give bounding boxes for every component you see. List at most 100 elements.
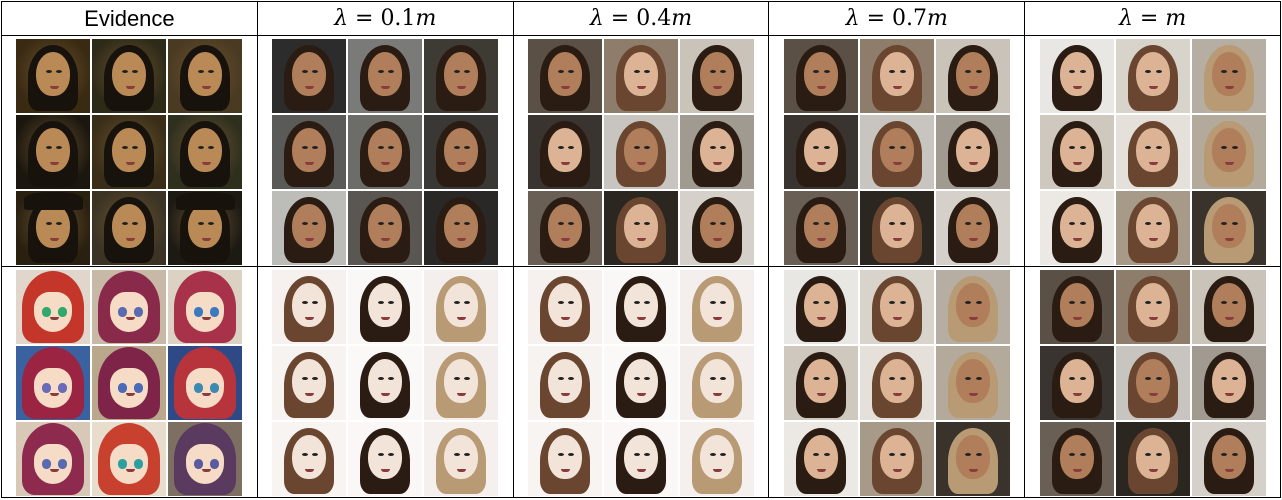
left-eye [301,301,308,305]
left-eye [453,301,460,305]
cell-generated-m-anime [1024,266,1281,498]
image-grid [769,39,1024,265]
right-eye [1231,146,1238,150]
right-eye [719,146,726,150]
face-shape [188,204,223,249]
face-shape [699,52,734,97]
lambda-variable: m [671,6,693,31]
mouth [893,238,903,242]
right-eye [975,301,982,305]
face-shape [879,435,914,480]
face-shape [1211,128,1246,173]
left-eye [197,146,204,150]
left-eye [453,222,460,226]
face-shape [955,283,990,328]
face-thumbnail [92,422,167,496]
left-eye [301,70,308,74]
right-eye [1231,222,1238,226]
cell-generated-0-7m-anime [768,266,1026,498]
face-thumbnail [16,422,91,496]
face-shape [547,52,582,97]
left-eye [889,377,896,381]
face-shape [444,283,479,328]
face-thumbnail [1191,39,1266,113]
face-thumbnail [859,422,934,496]
left-eye [813,70,820,74]
left-eye [1069,453,1076,457]
mouth [125,162,135,166]
header-row: Evidence λ = 0.1m λ = 0.4m λ = 0.7m λ = … [1,1,1281,36]
left-eye [965,377,972,381]
mouth [637,317,647,321]
left-eye [1221,453,1228,457]
face-thumbnail [679,115,754,189]
right-eye [132,146,139,150]
mouth [1072,162,1082,166]
image-grid [1025,39,1280,265]
face-thumbnail [1039,115,1114,189]
left-eye [709,453,716,457]
face-thumbnail [783,191,858,265]
face-thumbnail [1191,191,1266,265]
right-eye [312,146,319,150]
mouth [713,317,723,321]
mouth [125,86,135,90]
right-eye [312,377,319,381]
mouth [1072,393,1082,397]
mouth [1148,86,1158,90]
face-thumbnail [603,191,678,265]
right-eye [388,146,395,150]
image-grid [2,39,257,265]
mouth [1148,393,1158,397]
left-eye [633,222,640,226]
right-eye [899,453,906,457]
face-shape [188,128,223,173]
mouth [49,469,59,473]
face-thumbnail [272,346,347,420]
face-thumbnail [348,191,423,265]
lambda-symbol: λ [334,6,349,31]
face-thumbnail [935,346,1010,420]
right-eye [464,70,471,74]
lambda-coefficient: 0.4 [636,6,672,31]
right-eye [567,377,574,381]
face-shape [879,359,914,404]
face-thumbnail [424,39,499,113]
left-eye [633,146,640,150]
right-eye [1155,146,1162,150]
face-shape [547,204,582,249]
face-shape [1211,204,1246,249]
left-eye [1145,70,1152,74]
mouth [381,469,391,473]
face-shape [879,128,914,173]
face-shape [368,359,403,404]
mouth [637,238,647,242]
right-eye [56,146,63,150]
right-eye [823,146,830,150]
left-eye [301,377,308,381]
face-thumbnail [424,270,499,344]
face-shape [36,128,71,173]
face-shape [292,128,327,173]
left-eye [557,70,564,74]
face-thumbnail [92,115,167,189]
mouth [561,86,571,90]
right-eye [132,70,139,74]
face-thumbnail [603,270,678,344]
face-shape [1135,359,1170,404]
face-shape [36,52,71,97]
face-thumbnail [424,346,499,420]
right-eye [209,459,219,469]
mouth [457,162,467,166]
face-shape [623,52,658,97]
mouth [561,238,571,242]
left-eye [377,377,384,381]
mouth [817,238,827,242]
mouth [305,238,315,242]
right-eye [312,70,319,74]
face-thumbnail [1115,39,1190,113]
mouth [305,162,315,166]
mouth [1148,238,1158,242]
right-eye [312,301,319,305]
left-eye [1145,453,1152,457]
